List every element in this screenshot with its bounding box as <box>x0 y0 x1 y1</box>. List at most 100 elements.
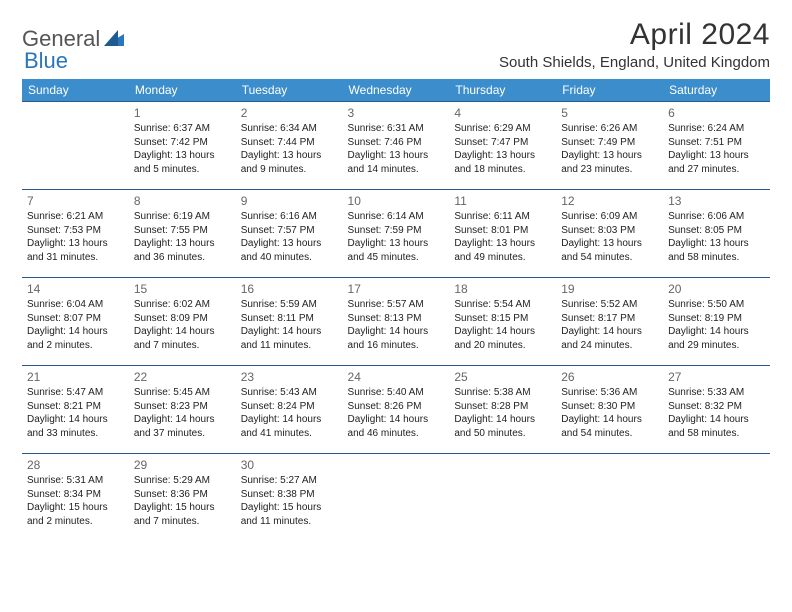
day-number: 12 <box>561 193 658 209</box>
daylight-text: and 20 minutes. <box>454 339 551 353</box>
location-text: South Shields, England, United Kingdom <box>499 54 770 71</box>
sunrise-text: Sunrise: 6:29 AM <box>454 122 551 136</box>
sunset-text: Sunset: 8:38 PM <box>241 488 338 502</box>
daylight-text: Daylight: 14 hours <box>454 413 551 427</box>
daylight-text: and 54 minutes. <box>561 251 658 265</box>
calendar-cell: 30Sunrise: 5:27 AMSunset: 8:38 PMDayligh… <box>236 454 343 542</box>
calendar-cell: 20Sunrise: 5:50 AMSunset: 8:19 PMDayligh… <box>663 278 770 366</box>
daylight-text: and 24 minutes. <box>561 339 658 353</box>
sunset-text: Sunset: 8:26 PM <box>348 400 445 414</box>
daylight-text: and 11 minutes. <box>241 515 338 529</box>
day-number: 27 <box>668 369 765 385</box>
day-number: 22 <box>134 369 231 385</box>
daylight-text: and 18 minutes. <box>454 163 551 177</box>
day-number: 25 <box>454 369 551 385</box>
month-title: April 2024 <box>499 18 770 52</box>
daylight-text: and 23 minutes. <box>561 163 658 177</box>
day-number: 3 <box>348 105 445 121</box>
calendar-cell: 17Sunrise: 5:57 AMSunset: 8:13 PMDayligh… <box>343 278 450 366</box>
calendar-cell: 25Sunrise: 5:38 AMSunset: 8:28 PMDayligh… <box>449 366 556 454</box>
day-number: 29 <box>134 457 231 473</box>
calendar-cell <box>22 102 129 190</box>
calendar-cell: 7Sunrise: 6:21 AMSunset: 7:53 PMDaylight… <box>22 190 129 278</box>
day-number: 4 <box>454 105 551 121</box>
day-number: 6 <box>668 105 765 121</box>
sunset-text: Sunset: 7:51 PM <box>668 136 765 150</box>
sunrise-text: Sunrise: 5:29 AM <box>134 474 231 488</box>
sunset-text: Sunset: 8:36 PM <box>134 488 231 502</box>
daylight-text: and 36 minutes. <box>134 251 231 265</box>
calendar-row: 1Sunrise: 6:37 AMSunset: 7:42 PMDaylight… <box>22 102 770 190</box>
day-number: 30 <box>241 457 338 473</box>
day-number: 11 <box>454 193 551 209</box>
calendar-cell: 3Sunrise: 6:31 AMSunset: 7:46 PMDaylight… <box>343 102 450 190</box>
daylight-text: and 46 minutes. <box>348 427 445 441</box>
sunrise-text: Sunrise: 5:27 AM <box>241 474 338 488</box>
sunrise-text: Sunrise: 5:57 AM <box>348 298 445 312</box>
sunrise-text: Sunrise: 6:06 AM <box>668 210 765 224</box>
sunset-text: Sunset: 8:07 PM <box>27 312 124 326</box>
daylight-text: Daylight: 14 hours <box>134 325 231 339</box>
weekday-header: Friday <box>556 79 663 102</box>
calendar-cell: 19Sunrise: 5:52 AMSunset: 8:17 PMDayligh… <box>556 278 663 366</box>
weekday-header: Tuesday <box>236 79 343 102</box>
calendar-row: 7Sunrise: 6:21 AMSunset: 7:53 PMDaylight… <box>22 190 770 278</box>
sunrise-text: Sunrise: 6:37 AM <box>134 122 231 136</box>
day-number: 23 <box>241 369 338 385</box>
sunset-text: Sunset: 8:21 PM <box>27 400 124 414</box>
sunrise-text: Sunrise: 5:59 AM <box>241 298 338 312</box>
sunset-text: Sunset: 8:09 PM <box>134 312 231 326</box>
daylight-text: and 54 minutes. <box>561 427 658 441</box>
daylight-text: and 7 minutes. <box>134 339 231 353</box>
calendar-cell: 29Sunrise: 5:29 AMSunset: 8:36 PMDayligh… <box>129 454 236 542</box>
daylight-text: and 27 minutes. <box>668 163 765 177</box>
calendar-body: 1Sunrise: 6:37 AMSunset: 7:42 PMDaylight… <box>22 102 770 542</box>
calendar-cell: 21Sunrise: 5:47 AMSunset: 8:21 PMDayligh… <box>22 366 129 454</box>
page-header: General April 2024 South Shields, Englan… <box>22 18 770 71</box>
calendar-cell: 14Sunrise: 6:04 AMSunset: 8:07 PMDayligh… <box>22 278 129 366</box>
calendar-cell: 24Sunrise: 5:40 AMSunset: 8:26 PMDayligh… <box>343 366 450 454</box>
sunset-text: Sunset: 7:42 PM <box>134 136 231 150</box>
daylight-text: and 50 minutes. <box>454 427 551 441</box>
day-number: 9 <box>241 193 338 209</box>
daylight-text: and 58 minutes. <box>668 427 765 441</box>
sunset-text: Sunset: 7:55 PM <box>134 224 231 238</box>
sunset-text: Sunset: 7:47 PM <box>454 136 551 150</box>
daylight-text: Daylight: 13 hours <box>668 237 765 251</box>
sunrise-text: Sunrise: 6:26 AM <box>561 122 658 136</box>
sunrise-text: Sunrise: 6:02 AM <box>134 298 231 312</box>
day-number: 20 <box>668 281 765 297</box>
sunset-text: Sunset: 8:05 PM <box>668 224 765 238</box>
day-number: 19 <box>561 281 658 297</box>
sunrise-text: Sunrise: 6:31 AM <box>348 122 445 136</box>
daylight-text: Daylight: 13 hours <box>561 237 658 251</box>
sunset-text: Sunset: 7:46 PM <box>348 136 445 150</box>
sunset-text: Sunset: 8:23 PM <box>134 400 231 414</box>
daylight-text: Daylight: 14 hours <box>241 413 338 427</box>
sunset-text: Sunset: 8:15 PM <box>454 312 551 326</box>
daylight-text: Daylight: 13 hours <box>348 237 445 251</box>
daylight-text: Daylight: 13 hours <box>561 149 658 163</box>
daylight-text: Daylight: 14 hours <box>454 325 551 339</box>
daylight-text: Daylight: 13 hours <box>134 237 231 251</box>
daylight-text: Daylight: 13 hours <box>27 237 124 251</box>
calendar-cell: 10Sunrise: 6:14 AMSunset: 7:59 PMDayligh… <box>343 190 450 278</box>
sunset-text: Sunset: 8:13 PM <box>348 312 445 326</box>
sunrise-text: Sunrise: 5:43 AM <box>241 386 338 400</box>
calendar-cell: 23Sunrise: 5:43 AMSunset: 8:24 PMDayligh… <box>236 366 343 454</box>
daylight-text: Daylight: 14 hours <box>668 325 765 339</box>
calendar-cell: 27Sunrise: 5:33 AMSunset: 8:32 PMDayligh… <box>663 366 770 454</box>
sunrise-text: Sunrise: 5:33 AM <box>668 386 765 400</box>
sunset-text: Sunset: 8:19 PM <box>668 312 765 326</box>
sunrise-text: Sunrise: 5:40 AM <box>348 386 445 400</box>
sunset-text: Sunset: 7:53 PM <box>27 224 124 238</box>
sunrise-text: Sunrise: 5:54 AM <box>454 298 551 312</box>
calendar-head: SundayMondayTuesdayWednesdayThursdayFrid… <box>22 79 770 102</box>
day-number: 16 <box>241 281 338 297</box>
calendar-cell: 11Sunrise: 6:11 AMSunset: 8:01 PMDayligh… <box>449 190 556 278</box>
day-number: 13 <box>668 193 765 209</box>
calendar-cell <box>663 454 770 542</box>
daylight-text: and 29 minutes. <box>668 339 765 353</box>
sunrise-text: Sunrise: 5:31 AM <box>27 474 124 488</box>
daylight-text: Daylight: 14 hours <box>27 413 124 427</box>
